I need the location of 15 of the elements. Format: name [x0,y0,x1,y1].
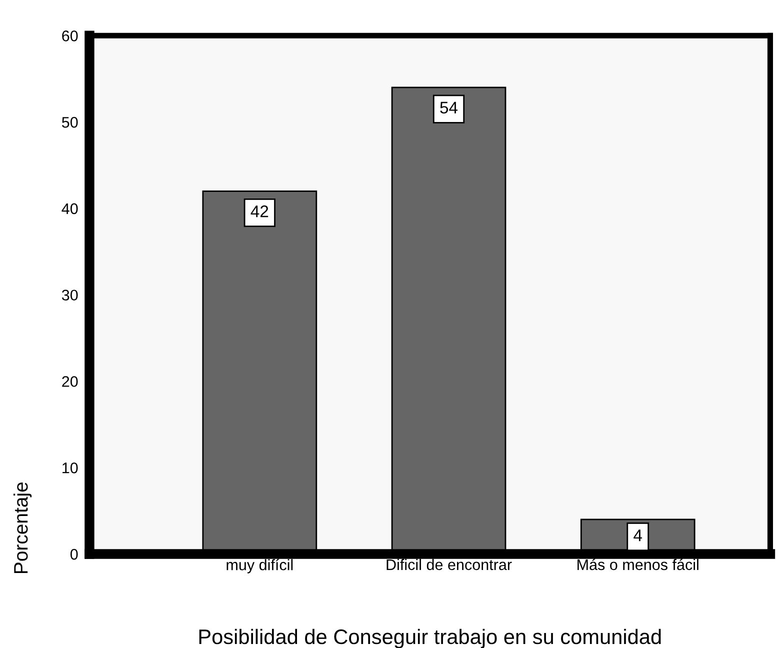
x-tick-label: Más o menos fácil [578,558,698,570]
y-tick-label: 60 [62,30,78,42]
data-label: 4 [634,530,642,542]
data-label: 42 [250,205,268,218]
y-tick-label: 30 [62,290,78,301]
y-tick-label: 40 [62,203,78,214]
data-label: 54 [440,102,458,114]
x-axis-title: Posibilidad de Conseguir trabajo en su comunidad [199,628,661,648]
y-axis-title: Porcentaje [13,482,32,573]
x-tick-label: muy difícil [226,558,293,574]
y-tick-label: 50 [62,116,78,128]
y-tick-label: 20 [62,376,78,387]
y-tick-label: 0 [70,548,78,560]
x-tick-label: Dificil de encontrar [386,558,512,570]
y-tick-label: 10 [62,462,78,474]
